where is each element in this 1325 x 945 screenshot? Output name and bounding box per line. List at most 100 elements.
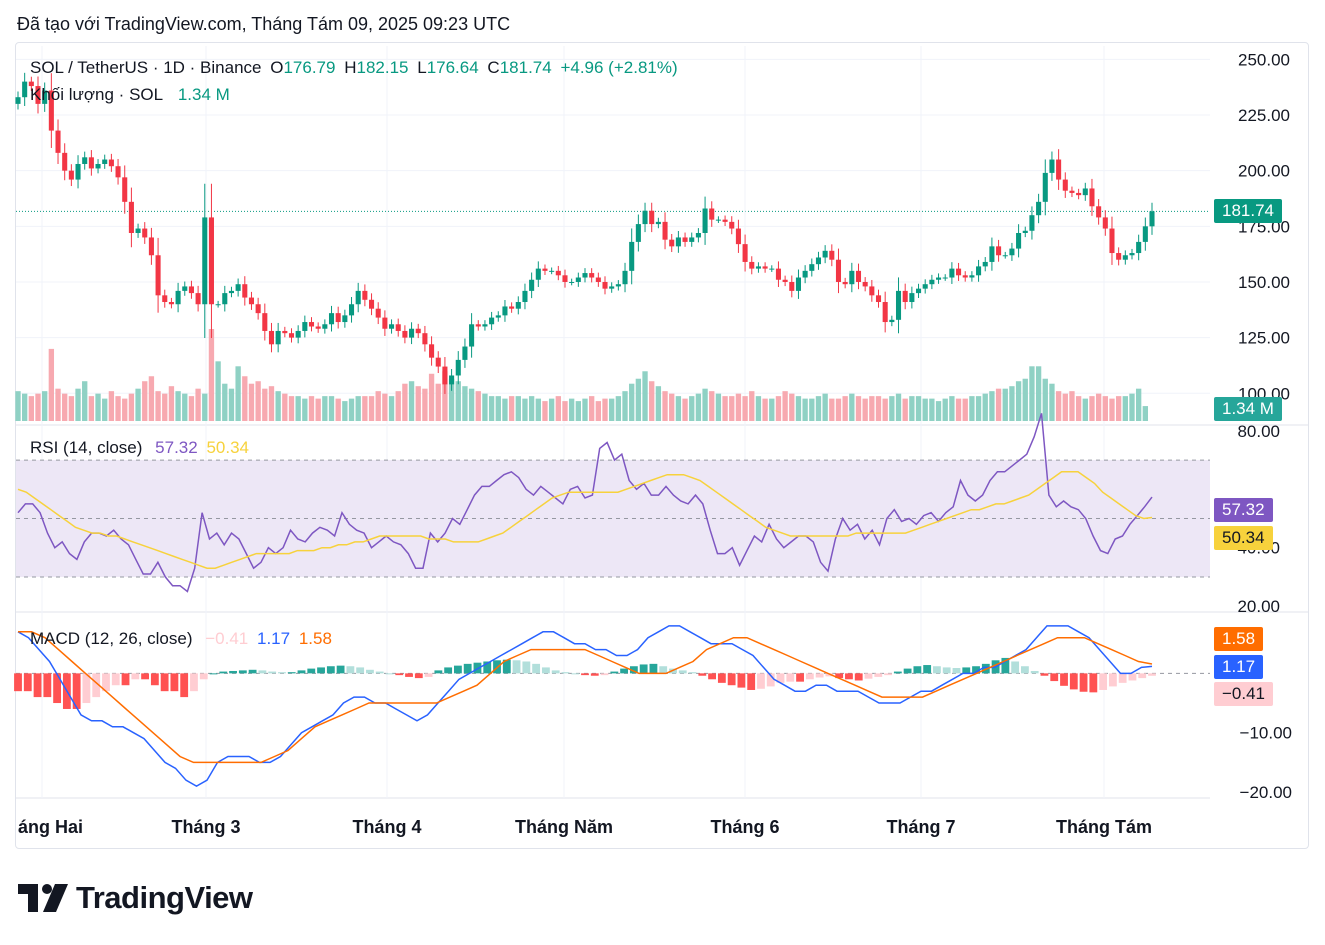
candle-body (228, 290, 234, 294)
macd-histogram-bar (92, 673, 101, 698)
macd-signal-badge: 1.58 (1214, 627, 1264, 651)
volume-bar (455, 381, 461, 421)
macd-histogram-bar (1030, 670, 1039, 674)
macd-histogram-bar (590, 673, 599, 676)
candle-body (889, 319, 895, 323)
macd-histogram-bar (717, 673, 726, 683)
macd-histogram-bar (414, 673, 423, 679)
candle-body (1089, 188, 1095, 207)
macd-histogram-bar (141, 673, 149, 680)
candle-body (695, 233, 701, 238)
volume-bar (1135, 388, 1142, 421)
macd-histogram-bar (600, 673, 609, 676)
macd-histogram-bar (444, 667, 453, 674)
symbol-label[interactable]: SOL / TetherUS · 1D · Binance (30, 58, 262, 77)
macd-histogram-bar (805, 673, 814, 680)
volume-bar (395, 391, 401, 421)
tradingview-logo[interactable]: TradingView (18, 878, 253, 918)
candle-body (42, 90, 48, 104)
candle-body (715, 219, 721, 221)
candle-body (802, 270, 808, 278)
volume-bar (282, 393, 288, 421)
candle-body (248, 297, 255, 305)
macd-legend: MACD (12, 26, close) −0.41 1.17 1.58 (30, 629, 336, 649)
volume-bar (782, 391, 788, 421)
volume-bar (822, 393, 828, 421)
candle-body (348, 304, 355, 316)
candle-body (235, 284, 241, 291)
candle-body (755, 266, 761, 269)
candle-body (542, 268, 548, 271)
rsi-ma-line (17, 471, 1153, 569)
macd-histogram-bar (121, 673, 130, 686)
volume-bar (168, 386, 175, 421)
macd-histogram-bar (913, 666, 922, 674)
macd-histogram (14, 657, 1156, 709)
time-tick-label: Tháng Năm (515, 817, 613, 837)
macd-histogram-bar (708, 673, 716, 680)
candle-body (402, 330, 408, 338)
candle-body (682, 237, 688, 242)
candle-body (382, 317, 388, 329)
macd-histogram-bar (405, 673, 413, 677)
open-value: 176.79 (283, 58, 336, 77)
macd-histogram-bar (23, 673, 32, 692)
macd-histogram-bar (1099, 673, 1108, 690)
macd-histogram-bar (366, 669, 374, 674)
candle-body (502, 306, 508, 316)
volume-bar (809, 398, 815, 421)
macd-label[interactable]: MACD (12, 26, close) (30, 629, 193, 648)
volume-bar (448, 378, 455, 421)
candle-body (1002, 255, 1008, 257)
macd-histogram-bar (278, 672, 286, 674)
volume-value: 1.34 M (177, 85, 230, 104)
volume-bar (215, 361, 221, 421)
candle-body (549, 270, 555, 272)
volume-bar (515, 396, 521, 421)
volume-bar (122, 398, 128, 421)
candle-body (822, 250, 828, 258)
candle-body (182, 286, 188, 291)
candle-body (422, 333, 428, 345)
candle-body (1149, 211, 1155, 227)
close-value: 181.74 (499, 58, 552, 77)
candle-body (702, 208, 708, 233)
volume-bar (162, 393, 168, 421)
volume-bar (255, 381, 261, 421)
volume-bar (1122, 396, 1128, 421)
candle-body (15, 97, 21, 104)
macd-histogram-bar (1040, 673, 1049, 676)
macd-histogram-bar (1128, 673, 1137, 681)
macd-histogram-bar (522, 661, 531, 674)
macd-histogram-bar (512, 660, 521, 674)
rsi-label[interactable]: RSI (14, close) (30, 438, 143, 457)
volume-bar (969, 396, 975, 421)
macd-histogram-bar (268, 671, 277, 674)
macd-histogram-bar (649, 663, 658, 674)
volume-bar (635, 378, 642, 421)
volume-bar (1075, 396, 1082, 421)
candle-body (996, 246, 1002, 256)
candle-body (108, 159, 114, 167)
volume-bar (568, 398, 575, 421)
macd-histogram-bar (1138, 673, 1147, 679)
volume-label[interactable]: Khối lượng · SOL (30, 85, 164, 104)
volume-bar (422, 388, 428, 421)
volume-bar (789, 393, 795, 421)
candle-body (689, 237, 695, 242)
volume-legend: Khối lượng · SOL 1.34 M (30, 85, 234, 105)
volume-bar (1062, 393, 1068, 421)
candle-body (128, 201, 134, 233)
volume-bar (742, 396, 748, 421)
volume-bar (1129, 393, 1135, 421)
volume-bar (95, 393, 101, 421)
volume-bar (675, 396, 682, 421)
candle-body (835, 259, 842, 282)
candle-body (1109, 228, 1115, 254)
macd-line (17, 625, 1153, 787)
volume-bar (475, 391, 481, 421)
candle-body (68, 170, 74, 180)
volume-bar (102, 398, 108, 421)
volume-bar (695, 393, 702, 421)
